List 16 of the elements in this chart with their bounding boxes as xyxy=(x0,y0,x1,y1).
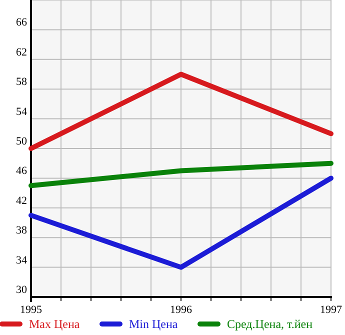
y-tick-label: 42 xyxy=(16,194,27,207)
legend-label: Сред.Цена, т.йен xyxy=(227,317,314,331)
y-tick-label: 54 xyxy=(16,106,28,118)
y-tick-label: 30 xyxy=(16,284,28,296)
legend-label: Max Цена xyxy=(29,317,80,331)
x-tick-label: 1996 xyxy=(170,304,192,316)
y-tick-label: 34 xyxy=(16,254,28,266)
x-tick-label: 1995 xyxy=(20,304,42,316)
legend-label: Min Цена xyxy=(129,317,178,331)
y-tick-label: 38 xyxy=(16,224,28,237)
y-tick-label: 62 xyxy=(16,46,27,58)
y-tick-label: 46 xyxy=(16,165,28,178)
y-tick-label: 66 xyxy=(16,16,28,29)
y-tick-label: 58 xyxy=(16,76,28,88)
x-tick-label: 1997 xyxy=(320,304,342,316)
y-tick-label: 50 xyxy=(16,136,28,148)
